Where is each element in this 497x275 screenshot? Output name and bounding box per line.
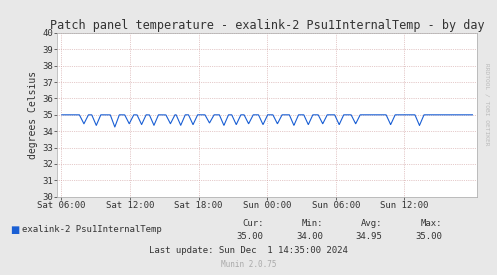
Text: RRDTOOL / TOBI OETIKER: RRDTOOL / TOBI OETIKER: [485, 63, 490, 146]
Title: Patch panel temperature - exalink-2 Psu1InternalTemp - by day: Patch panel temperature - exalink-2 Psu1…: [50, 19, 485, 32]
Text: Last update: Sun Dec  1 14:35:00 2024: Last update: Sun Dec 1 14:35:00 2024: [149, 246, 348, 255]
Text: 35.00: 35.00: [237, 232, 263, 241]
Text: exalink-2 Psu1InternalTemp: exalink-2 Psu1InternalTemp: [22, 225, 162, 234]
Text: 34.00: 34.00: [296, 232, 323, 241]
Text: Cur:: Cur:: [242, 219, 263, 228]
Text: Avg:: Avg:: [361, 219, 383, 228]
Y-axis label: degrees Celsius: degrees Celsius: [28, 71, 38, 159]
Text: Max:: Max:: [421, 219, 442, 228]
Text: Munin 2.0.75: Munin 2.0.75: [221, 260, 276, 269]
Text: 34.95: 34.95: [356, 232, 383, 241]
Text: 35.00: 35.00: [415, 232, 442, 241]
Text: Min:: Min:: [302, 219, 323, 228]
Text: ■: ■: [10, 225, 19, 235]
